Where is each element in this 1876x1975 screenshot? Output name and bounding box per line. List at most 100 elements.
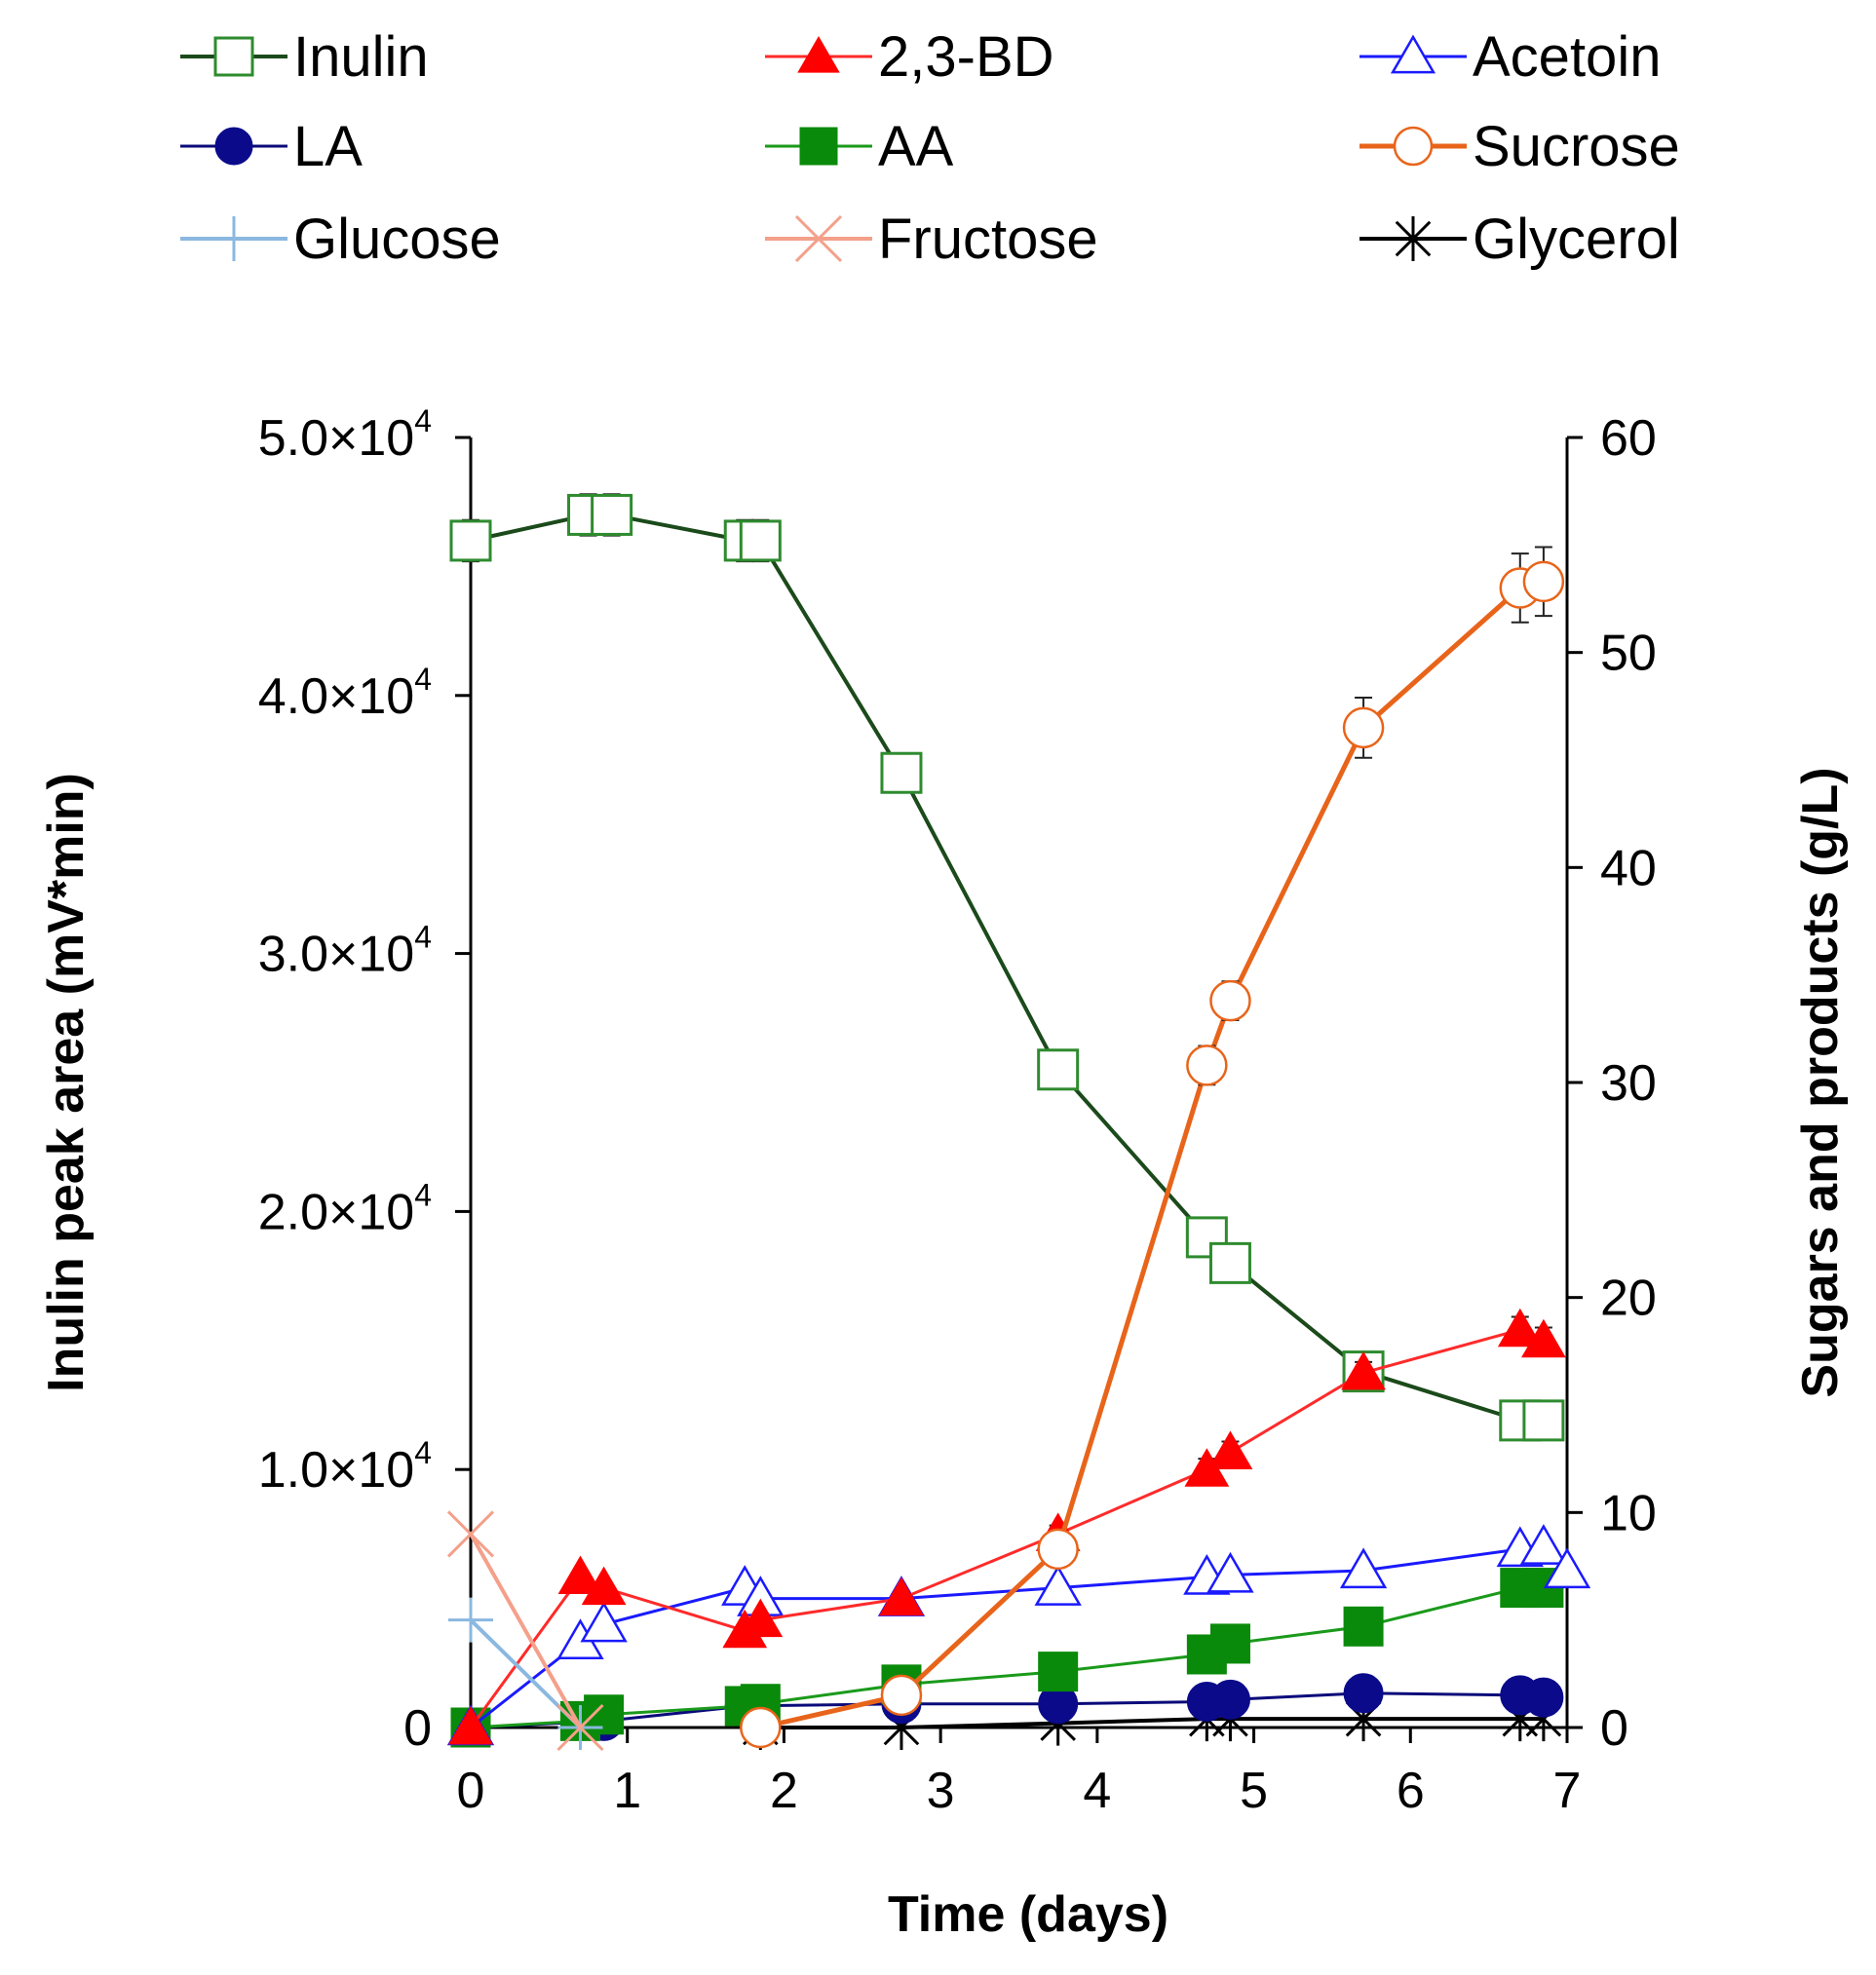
legend: Inulin 2,3-BD Acetoin LA AA Sucrose Glucose Fru… xyxy=(180,25,1680,271)
legend-label-fructose: Fructose xyxy=(878,208,1098,271)
data-point-acetoin xyxy=(1543,1547,1591,1589)
series-line-fructose xyxy=(469,1533,583,1728)
right-y-tick-label: 10 xyxy=(1600,1485,1657,1541)
data-point-la xyxy=(1209,1679,1250,1720)
right-y-tick-label: 50 xyxy=(1600,626,1657,682)
legend-label-sucrose: Sucrose xyxy=(1473,115,1680,178)
right-y-tick-label: 60 xyxy=(1600,410,1657,467)
data-point-2-3-bd xyxy=(448,1706,493,1745)
data-point-2-3-bd xyxy=(581,1566,627,1606)
data-point-2-3-bd xyxy=(738,1598,784,1638)
left-y-ticks: 0 1.0×104 2.0×104 3.0×104 4.0×104 5.0×104 xyxy=(258,403,471,1757)
data-point-aa xyxy=(1209,1623,1250,1664)
series-line-inulin xyxy=(470,513,1544,1423)
data-point-2-3-bd xyxy=(1207,1430,1253,1470)
left-y-tick-label: 4.0×104 xyxy=(258,662,432,725)
data-point-inulin xyxy=(739,519,782,562)
right-y-ticks: 0 10 20 30 40 50 60 xyxy=(1567,410,1657,1757)
legend-marker-glucose xyxy=(211,216,256,261)
right-y-axis-title: Sugars and products (g/L) xyxy=(1792,767,1849,1397)
legend-entry-inulin: Inulin xyxy=(180,25,429,89)
legend-entry-acetoin: Acetoin xyxy=(1359,25,1661,89)
data-point-inulin xyxy=(1208,1241,1251,1284)
legend-entry-glucose: Glucose xyxy=(180,208,501,271)
legend-marker-glycerol xyxy=(1395,216,1432,261)
data-point-sucrose xyxy=(1209,979,1251,1022)
data-point-2-3-bd xyxy=(1497,1308,1543,1348)
data-point-2-3-bd xyxy=(1521,1318,1566,1358)
left-y-axis-title: Inulin peak area (mV*min) xyxy=(38,773,95,1392)
data-point-inulin xyxy=(1037,1048,1080,1091)
legend-marker-fructose xyxy=(794,214,843,263)
x-tick-label: 2 xyxy=(770,1763,798,1819)
data-point-inulin xyxy=(1185,1216,1228,1259)
data-point-sucrose xyxy=(1037,1528,1079,1571)
legend-label-aa: AA xyxy=(878,115,954,178)
data-point-sucrose xyxy=(1342,706,1385,749)
x-tick-label: 4 xyxy=(1083,1763,1111,1819)
x-tick-label: 0 xyxy=(457,1763,485,1819)
x-tick-label: 5 xyxy=(1240,1763,1268,1819)
series-line-sucrose xyxy=(759,579,1545,1730)
legend-entry-glycerol: Glycerol xyxy=(1359,208,1680,271)
data-point-acetoin xyxy=(1339,1547,1388,1589)
x-tick-label: 3 xyxy=(927,1763,955,1819)
x-tick-label: 1 xyxy=(613,1763,641,1819)
data-point-la xyxy=(1523,1677,1564,1718)
legend-entry-fructose: Fructose xyxy=(765,208,1098,271)
data-point-aa xyxy=(1038,1652,1079,1692)
data-point-acetoin xyxy=(1206,1551,1254,1593)
legend-entry-la: LA xyxy=(180,115,363,178)
data-point-fructose xyxy=(446,1510,495,1558)
series-line-la xyxy=(470,1691,1545,1729)
left-y-tick-label: 5.0×104 xyxy=(258,403,432,467)
data-point-sucrose xyxy=(740,1706,782,1749)
data-point-inulin xyxy=(880,751,923,794)
left-y-tick-label: 1.0×104 xyxy=(258,1435,432,1499)
legend-label-glucose: Glucose xyxy=(293,208,501,271)
legend-marker-sucrose xyxy=(1393,126,1434,167)
legend-marker-aa xyxy=(799,127,838,166)
legend-entry-2-3-bd: 2,3-BD xyxy=(765,25,1054,89)
data-point-sucrose xyxy=(1522,560,1565,603)
legend-marker-acetoin xyxy=(1390,34,1436,74)
legend-label-la: LA xyxy=(293,115,363,178)
right-y-tick-label: 20 xyxy=(1600,1271,1657,1327)
legend-marker-la xyxy=(214,127,253,166)
x-tick-label: 7 xyxy=(1553,1763,1582,1819)
data-point-fructose xyxy=(556,1703,604,1752)
series-line-acetoin xyxy=(470,1545,1569,1729)
data-point-sucrose xyxy=(1186,1044,1228,1086)
data-point-glucose xyxy=(448,1597,493,1643)
legend-label-glycerol: Glycerol xyxy=(1473,208,1680,271)
data-point-2-3-bd xyxy=(557,1555,603,1595)
left-y-tick-label: 2.0×104 xyxy=(258,1177,432,1240)
legend-label-inulin: Inulin xyxy=(293,25,429,89)
right-y-tick-label: 40 xyxy=(1600,840,1657,896)
legend-label-2-3-bd: 2,3-BD xyxy=(878,25,1054,89)
axes: 0 1 2 3 4 5 6 7 0 1.0×104 2.0×104 3.0×104 4.0×104 5.… xyxy=(38,403,1849,1943)
data-point-acetoin xyxy=(580,1601,628,1643)
data-point-inulin xyxy=(591,493,633,536)
data-point-2-3-bd xyxy=(1341,1350,1386,1390)
data-point-inulin xyxy=(449,519,492,562)
legend-entry-sucrose: Sucrose xyxy=(1359,115,1680,178)
data-point-acetoin xyxy=(1519,1524,1568,1565)
plot-area xyxy=(446,493,1591,1752)
series-sucrose xyxy=(740,546,1565,1749)
x-axis-title: Time (days) xyxy=(888,1886,1168,1943)
legend-entry-aa: AA xyxy=(765,115,954,178)
series-fructose xyxy=(446,1510,604,1752)
legend-marker-2-3-bd xyxy=(797,36,840,73)
data-point-acetoin xyxy=(1034,1565,1082,1606)
left-y-tick-label: 0 xyxy=(403,1700,432,1757)
series-2-3-bd xyxy=(448,1308,1566,1745)
legend-label-acetoin: Acetoin xyxy=(1473,25,1661,89)
data-point-aa xyxy=(1343,1606,1384,1647)
data-point-sucrose xyxy=(880,1674,923,1717)
left-y-tick-label: 3.0×104 xyxy=(258,920,432,983)
x-tick-label: 6 xyxy=(1397,1763,1425,1819)
right-y-tick-label: 0 xyxy=(1600,1700,1628,1757)
right-y-tick-label: 30 xyxy=(1600,1055,1657,1112)
